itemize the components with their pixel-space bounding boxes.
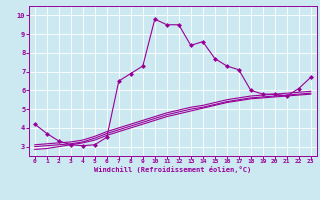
X-axis label: Windchill (Refroidissement éolien,°C): Windchill (Refroidissement éolien,°C) (94, 166, 252, 173)
